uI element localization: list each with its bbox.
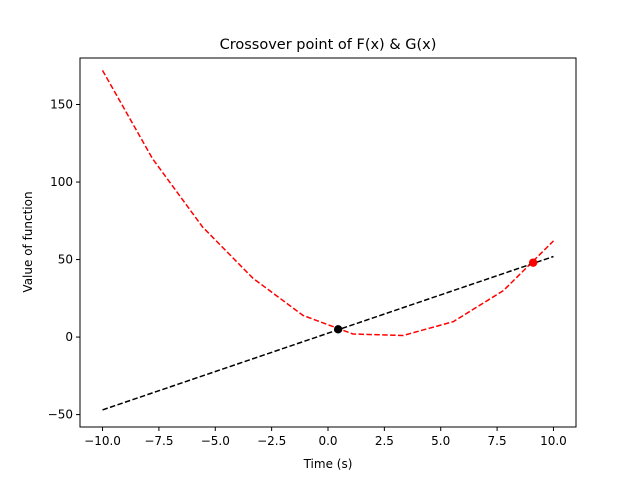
series-line-1 xyxy=(101,70,555,337)
plot-frame xyxy=(79,57,577,428)
x-tick-label: 0.0 xyxy=(318,434,337,448)
y-tick-label: 150 xyxy=(50,98,73,112)
y-axis: −50 0 50 100 150 xyxy=(48,98,80,422)
chart-title: Crossover point of F(x) & G(x) xyxy=(220,37,437,53)
y-tick-label: 100 xyxy=(50,175,73,189)
x-tick-label: −7.5 xyxy=(144,434,173,448)
y-tick-label: 0 xyxy=(65,330,73,344)
crossover-point-2 xyxy=(528,258,538,267)
x-tick-label: −10.0 xyxy=(84,434,121,448)
x-tick-label: 7.5 xyxy=(488,434,507,448)
x-tick-label: −5.0 xyxy=(201,434,230,448)
x-tick-label: −2.5 xyxy=(257,434,286,448)
x-axis-label: Time (s) xyxy=(303,457,353,471)
y-axis-label: Value of function xyxy=(21,191,35,292)
y-tick-label: 50 xyxy=(58,253,73,267)
series-line-2 xyxy=(102,255,554,411)
x-axis: −10.0 −7.5 −5.0 −2.5 0.0 2.5 5.0 7.5 10.0 xyxy=(84,427,567,448)
y-tick-label: −50 xyxy=(48,408,73,422)
x-tick-label: 5.0 xyxy=(431,434,450,448)
x-tick-label: 2.5 xyxy=(375,434,394,448)
plot-area xyxy=(101,70,555,411)
x-tick-label: 10.0 xyxy=(540,434,567,448)
crossover-point-1 xyxy=(333,325,343,334)
